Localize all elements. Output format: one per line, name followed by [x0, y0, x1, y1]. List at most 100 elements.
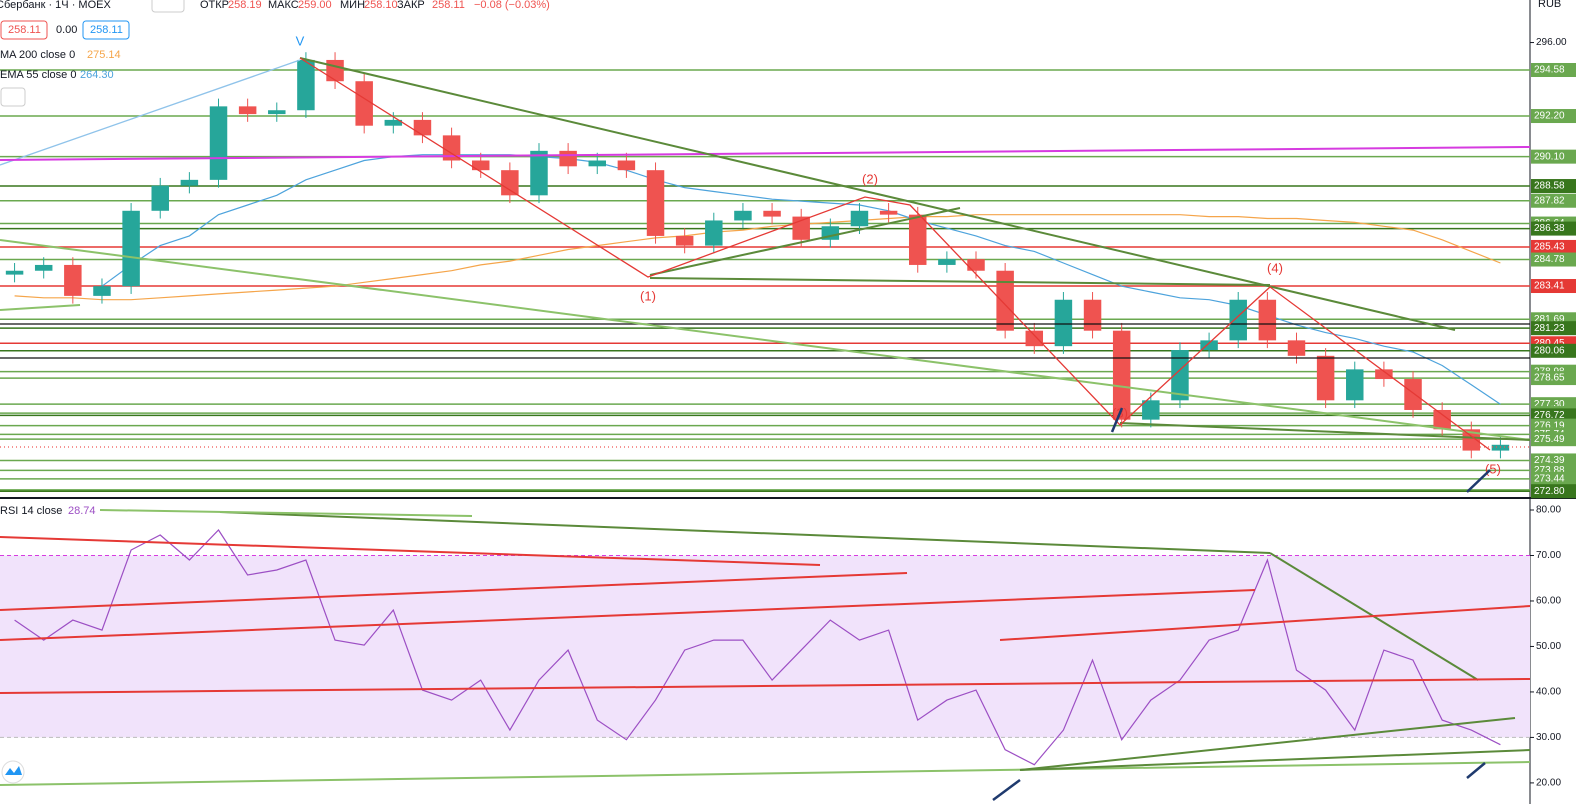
candle-body [1375, 369, 1393, 380]
candle-body [996, 270, 1014, 331]
price-label: 277.30 [1534, 399, 1565, 410]
candle-body [1112, 330, 1131, 420]
price-label: 284.78 [1534, 254, 1565, 265]
price-label-bg [1531, 432, 1576, 447]
candle-body [559, 150, 577, 167]
price-label: 280.06 [1534, 345, 1565, 356]
label: МАКС [268, 0, 299, 11]
indicator-name: MA 200 close 0 [0, 49, 75, 61]
arrow [1466, 762, 1486, 779]
price-label: 283.41 [1534, 281, 1565, 292]
price-label: 278.65 [1534, 373, 1565, 384]
marks: V(1)(2)(3)(4)(5) [0, 33, 1530, 766]
price-label-bg [1531, 239, 1576, 254]
candle-body [442, 135, 461, 161]
candle-body [180, 179, 199, 186]
rsi-trend-line [999, 605, 1531, 641]
rsi-trend-line [0, 536, 821, 566]
rsi-band [0, 555, 1530, 738]
price-label-bg [1531, 221, 1576, 236]
currency: RUB [1538, 0, 1561, 10]
ask: 258.11 [90, 24, 123, 36]
value: 258.19 [228, 0, 262, 11]
price-label-bg [1531, 371, 1576, 386]
candle-body [1200, 340, 1218, 351]
value: 259.00 [298, 0, 332, 11]
price-axis: 296.00 294.58 292.20 290.10 288.58 287.82 286.… [1530, 37, 1576, 789]
price-label: 288.58 [1534, 181, 1565, 192]
value: 258.11 [432, 0, 465, 11]
price-label: 280.45 [1534, 338, 1565, 349]
candle-body [1491, 444, 1510, 451]
candle-body [1346, 369, 1364, 401]
rsi-trend-line [0, 761, 1531, 786]
candle-body [297, 59, 315, 111]
price-label-bg [1531, 343, 1576, 358]
rsi-trend-line [219, 511, 1271, 554]
wave-label: V [296, 33, 305, 48]
price-label: 274.39 [1534, 455, 1565, 466]
y-tick-label: 40.00 [1536, 687, 1561, 698]
indicator-name: RSI 14 close [0, 505, 62, 517]
sell-box[interactable] [0, 20, 48, 40]
indicator-line [14, 214, 1501, 301]
candle-body [588, 160, 606, 167]
candle-body [1142, 400, 1160, 420]
candle-body [384, 119, 403, 126]
wave-label: (2) [862, 171, 878, 186]
y-tick-label: 30.00 [1536, 732, 1561, 743]
level-line [0, 146, 1531, 161]
arrow [1466, 469, 1491, 493]
price-label-bg [1531, 471, 1576, 486]
candle-body [763, 210, 781, 217]
price-label: 273.88 [1534, 465, 1565, 476]
label: ОТКР [200, 0, 229, 11]
price-label: 276.19 [1534, 420, 1565, 431]
candle-body [1025, 330, 1044, 347]
price-label: 273.44 [1534, 473, 1565, 484]
change: −0.08 (−0.03%) [474, 0, 550, 11]
drawings [0, 57, 1531, 802]
price-label-bg [1531, 63, 1576, 78]
price-label: 292.20 [1534, 111, 1565, 122]
candle-body [967, 259, 985, 271]
candle-body [1316, 355, 1335, 401]
candle-body [938, 259, 956, 265]
collapse-button[interactable] [0, 87, 26, 107]
candle-body [209, 106, 228, 180]
y-tick-label: 60.00 [1536, 596, 1561, 607]
symbol: Сбербанк · 1Ч · MOEX [0, 0, 111, 11]
candle-body [34, 264, 53, 271]
indicator-value: 28.74 [68, 505, 96, 517]
y-tick-label: 50.00 [1536, 641, 1561, 652]
price-label-bg [1531, 149, 1576, 164]
y-tick-label: 70.00 [1536, 550, 1561, 561]
price-label: 281.23 [1534, 323, 1565, 334]
y-tick-label: 80.00 [1536, 505, 1561, 516]
candle-body [471, 160, 490, 171]
indicator-line [14, 529, 1501, 766]
candle-body [705, 220, 723, 246]
buy-box[interactable] [82, 20, 130, 40]
bid: 258.11 [8, 24, 41, 36]
candle-body [530, 150, 548, 196]
wave-label: (5) [1485, 461, 1501, 476]
price-label: 272.80 [1534, 486, 1565, 497]
candle-body [734, 210, 752, 221]
candle-body [1171, 350, 1189, 401]
price-label: 285.43 [1534, 242, 1565, 253]
price-label: 290.10 [1534, 151, 1565, 162]
price-label: 276.72 [1534, 410, 1565, 421]
price-label: 275.49 [1534, 434, 1565, 445]
button[interactable] [151, 0, 185, 13]
indicator-value: 275.14 [87, 49, 121, 61]
rsi-trend-line [1019, 717, 1516, 771]
candle-body [909, 214, 927, 265]
trend-line [649, 277, 1271, 286]
candle-body [268, 110, 286, 115]
candle-body [413, 119, 432, 136]
value: 258.10 [364, 0, 398, 11]
candle-body [355, 81, 373, 126]
candle-body [122, 210, 140, 287]
